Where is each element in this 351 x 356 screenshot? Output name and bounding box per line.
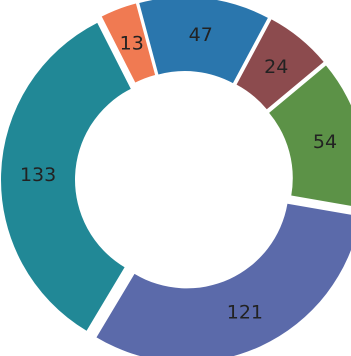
slice-24 — [236, 19, 324, 110]
slice-47 — [139, 0, 268, 84]
slice-121 — [96, 203, 351, 356]
slice-label-13: 13 — [120, 33, 144, 55]
slice-labels: 47 24 54 121 133 13 — [20, 24, 337, 324]
slice-13 — [101, 3, 156, 83]
slice-label-54: 54 — [313, 131, 337, 153]
slice-label-47: 47 — [189, 24, 213, 46]
slice-label-121: 121 — [227, 302, 263, 324]
slice-label-24: 24 — [264, 56, 288, 78]
slice-54 — [269, 65, 351, 206]
slice-133 — [1, 22, 131, 331]
slice-label-133: 133 — [20, 164, 56, 186]
